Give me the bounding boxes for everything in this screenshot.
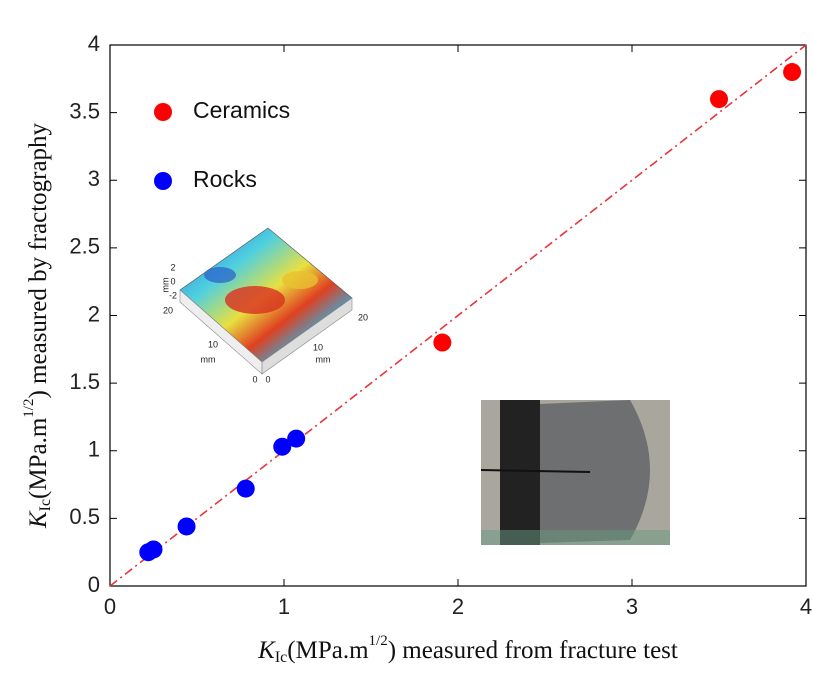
legend-marker [154, 103, 172, 121]
inset-label: 0 [265, 374, 270, 384]
inset-label: mm [316, 354, 331, 364]
y-tick-label: 3.5 [69, 98, 100, 123]
inset-label: 10 [208, 339, 218, 349]
inset-label: 20 [163, 305, 173, 315]
x-axis-label-unit: (MPa.m [287, 637, 369, 664]
y-axis-label-unit: (MPa.m [25, 417, 52, 499]
legend-marker [154, 172, 172, 190]
point [177, 517, 196, 536]
point [433, 333, 452, 352]
point [287, 429, 306, 448]
point [710, 90, 728, 109]
x-tick-label: 4 [800, 594, 812, 619]
y-tick-label: 4 [88, 31, 100, 56]
point [273, 437, 292, 456]
inset-label: -2 [169, 290, 177, 300]
x-axis-label: KIc(MPa.m1/2) measured from fracture tes… [257, 633, 678, 665]
y-axis-label-exponent: 1/2 [21, 399, 37, 418]
inset-label: 0 [252, 374, 257, 384]
x-tick-label: 3 [626, 594, 638, 619]
inset-label: 2 [170, 262, 175, 272]
x-tick-label: 2 [452, 594, 464, 619]
y-axis-label-rest: ) measured by fractography [25, 122, 52, 398]
inset-label: 0 [170, 276, 175, 286]
inset-label: 20 [358, 312, 368, 322]
x-axis-label-symbol: K [257, 637, 276, 664]
y-tick-label: 1 [88, 437, 100, 462]
point [783, 63, 802, 82]
y-tick-label: 0 [88, 572, 100, 597]
y-tick-label: 0.5 [69, 504, 100, 529]
y-tick-label: 2 [88, 301, 100, 326]
x-axis-label-subscript: Ic [275, 649, 287, 666]
x-tick-label: 1 [278, 594, 290, 619]
y-axis-label: KIc(MPa.m1/2) measured by fractography [21, 122, 53, 529]
y-axis-label-group: KIc(MPa.m1/2) measured by fractography [21, 122, 53, 529]
inset-label: mm [160, 278, 170, 293]
point [236, 479, 255, 498]
point [144, 540, 163, 559]
x-tick-label: 0 [104, 594, 116, 619]
inset-label: mm [201, 354, 216, 364]
y-tick-label: 3 [88, 166, 100, 191]
y-tick-label: 2.5 [69, 234, 100, 259]
x-axis-label-rest: ) measured from fracture test [388, 637, 678, 664]
y-axis-label-subscript: Ic [37, 499, 54, 511]
surface-inset [179, 227, 353, 375]
legend-label: Rocks [193, 166, 257, 192]
inset-label: 10 [313, 342, 323, 352]
y-tick-label: 1.5 [69, 369, 100, 394]
photo-inset [480, 400, 670, 545]
x-axis-label-exponent: 1/2 [369, 633, 388, 649]
reference-line [109, 44, 807, 587]
y-axis-label-symbol: K [25, 510, 52, 529]
legend-label: Ceramics [193, 97, 290, 123]
